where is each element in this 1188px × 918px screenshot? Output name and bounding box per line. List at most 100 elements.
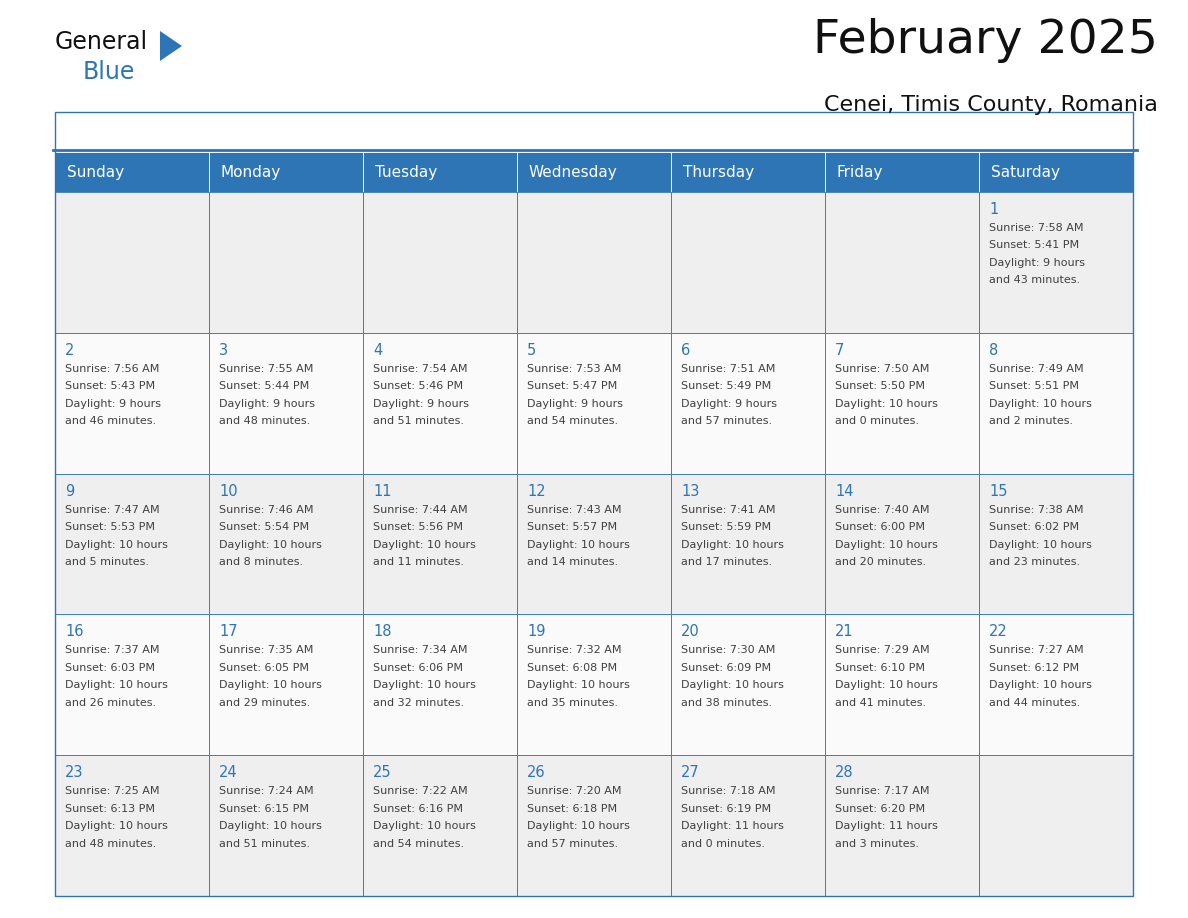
Text: and 54 minutes.: and 54 minutes. <box>527 416 618 426</box>
Text: Sunset: 5:47 PM: Sunset: 5:47 PM <box>527 381 618 391</box>
Text: 23: 23 <box>65 766 83 780</box>
Text: 17: 17 <box>219 624 238 640</box>
Text: and 0 minutes.: and 0 minutes. <box>681 839 765 849</box>
Text: 14: 14 <box>835 484 853 498</box>
Text: Daylight: 10 hours: Daylight: 10 hours <box>65 822 168 831</box>
Text: and 41 minutes.: and 41 minutes. <box>835 698 927 708</box>
Text: and 32 minutes.: and 32 minutes. <box>373 698 465 708</box>
Text: Daylight: 10 hours: Daylight: 10 hours <box>988 540 1092 550</box>
Bar <box>55 333 209 474</box>
Text: and 51 minutes.: and 51 minutes. <box>373 416 465 426</box>
Bar <box>517 614 671 756</box>
Text: Tuesday: Tuesday <box>375 164 437 180</box>
Text: Monday: Monday <box>221 164 282 180</box>
Bar <box>55 614 209 756</box>
Text: 26: 26 <box>527 766 545 780</box>
Bar <box>824 756 979 896</box>
Bar <box>364 614 517 756</box>
Text: 3: 3 <box>219 342 228 358</box>
Bar <box>671 333 824 474</box>
Bar <box>517 333 671 474</box>
Text: Sunset: 5:51 PM: Sunset: 5:51 PM <box>988 381 1079 391</box>
Text: 13: 13 <box>681 484 700 498</box>
Text: Sunset: 5:46 PM: Sunset: 5:46 PM <box>373 381 463 391</box>
Text: and 57 minutes.: and 57 minutes. <box>527 839 618 849</box>
Bar <box>824 474 979 614</box>
Text: Sunset: 6:20 PM: Sunset: 6:20 PM <box>835 803 925 813</box>
Text: Sunrise: 7:30 AM: Sunrise: 7:30 AM <box>681 645 776 655</box>
Text: and 51 minutes.: and 51 minutes. <box>219 839 310 849</box>
Text: Sunrise: 7:43 AM: Sunrise: 7:43 AM <box>527 505 621 515</box>
Bar <box>209 614 364 756</box>
Bar <box>979 474 1133 614</box>
Text: Daylight: 10 hours: Daylight: 10 hours <box>219 822 322 831</box>
Text: and 38 minutes.: and 38 minutes. <box>681 698 772 708</box>
Text: Daylight: 10 hours: Daylight: 10 hours <box>988 680 1092 690</box>
Text: Wednesday: Wednesday <box>529 164 618 180</box>
Text: Sunset: 6:06 PM: Sunset: 6:06 PM <box>373 663 463 673</box>
Bar <box>364 474 517 614</box>
Text: Sunrise: 7:41 AM: Sunrise: 7:41 AM <box>681 505 776 515</box>
Text: Sunrise: 7:55 AM: Sunrise: 7:55 AM <box>219 364 314 374</box>
Text: Sunrise: 7:25 AM: Sunrise: 7:25 AM <box>65 786 159 796</box>
Text: Sunrise: 7:18 AM: Sunrise: 7:18 AM <box>681 786 776 796</box>
Text: Sunrise: 7:51 AM: Sunrise: 7:51 AM <box>681 364 776 374</box>
Text: and 26 minutes.: and 26 minutes. <box>65 698 156 708</box>
Text: Daylight: 9 hours: Daylight: 9 hours <box>527 398 623 409</box>
Text: Friday: Friday <box>838 164 884 180</box>
Text: and 3 minutes.: and 3 minutes. <box>835 839 920 849</box>
Bar <box>209 192 364 333</box>
Text: Sunset: 5:56 PM: Sunset: 5:56 PM <box>373 522 463 532</box>
Bar <box>824 333 979 474</box>
Text: and 2 minutes.: and 2 minutes. <box>988 416 1073 426</box>
Bar <box>364 152 517 192</box>
Text: Daylight: 10 hours: Daylight: 10 hours <box>681 680 784 690</box>
Text: Sunrise: 7:24 AM: Sunrise: 7:24 AM <box>219 786 314 796</box>
Bar <box>824 152 979 192</box>
Text: Daylight: 10 hours: Daylight: 10 hours <box>373 680 476 690</box>
Text: Sunrise: 7:53 AM: Sunrise: 7:53 AM <box>527 364 621 374</box>
Bar <box>55 112 1133 896</box>
Bar <box>517 192 671 333</box>
Text: Sunrise: 7:32 AM: Sunrise: 7:32 AM <box>527 645 621 655</box>
Bar <box>55 474 209 614</box>
Text: Daylight: 10 hours: Daylight: 10 hours <box>527 540 630 550</box>
Text: Daylight: 9 hours: Daylight: 9 hours <box>988 258 1085 268</box>
Text: Sunset: 5:57 PM: Sunset: 5:57 PM <box>527 522 617 532</box>
Text: and 48 minutes.: and 48 minutes. <box>65 839 157 849</box>
Text: Sunset: 6:08 PM: Sunset: 6:08 PM <box>527 663 617 673</box>
Bar <box>824 614 979 756</box>
Text: 27: 27 <box>681 766 700 780</box>
Bar <box>979 614 1133 756</box>
Text: and 44 minutes.: and 44 minutes. <box>988 698 1080 708</box>
Text: 7: 7 <box>835 342 845 358</box>
Text: 25: 25 <box>373 766 392 780</box>
Text: Sunrise: 7:22 AM: Sunrise: 7:22 AM <box>373 786 468 796</box>
Bar <box>979 192 1133 333</box>
Text: Sunrise: 7:17 AM: Sunrise: 7:17 AM <box>835 786 929 796</box>
Bar <box>209 152 364 192</box>
Text: and 57 minutes.: and 57 minutes. <box>681 416 772 426</box>
Text: Sunrise: 7:34 AM: Sunrise: 7:34 AM <box>373 645 468 655</box>
Text: Daylight: 9 hours: Daylight: 9 hours <box>219 398 315 409</box>
Text: Sunrise: 7:46 AM: Sunrise: 7:46 AM <box>219 505 314 515</box>
Bar <box>824 192 979 333</box>
Text: Sunrise: 7:49 AM: Sunrise: 7:49 AM <box>988 364 1083 374</box>
Text: Sunset: 6:02 PM: Sunset: 6:02 PM <box>988 522 1079 532</box>
Text: Daylight: 10 hours: Daylight: 10 hours <box>527 680 630 690</box>
Text: Daylight: 9 hours: Daylight: 9 hours <box>681 398 777 409</box>
Text: and 11 minutes.: and 11 minutes. <box>373 557 465 567</box>
Text: Sunrise: 7:20 AM: Sunrise: 7:20 AM <box>527 786 621 796</box>
Bar <box>517 474 671 614</box>
Text: Daylight: 10 hours: Daylight: 10 hours <box>219 680 322 690</box>
Text: 5: 5 <box>527 342 536 358</box>
Text: 2: 2 <box>65 342 75 358</box>
Text: Daylight: 10 hours: Daylight: 10 hours <box>681 540 784 550</box>
Bar <box>979 152 1133 192</box>
Text: Sunrise: 7:38 AM: Sunrise: 7:38 AM <box>988 505 1083 515</box>
Text: Sunrise: 7:29 AM: Sunrise: 7:29 AM <box>835 645 930 655</box>
Bar <box>55 152 209 192</box>
Text: 16: 16 <box>65 624 83 640</box>
Text: Sunrise: 7:27 AM: Sunrise: 7:27 AM <box>988 645 1083 655</box>
Text: Cenei, Timis County, Romania: Cenei, Timis County, Romania <box>824 95 1158 115</box>
